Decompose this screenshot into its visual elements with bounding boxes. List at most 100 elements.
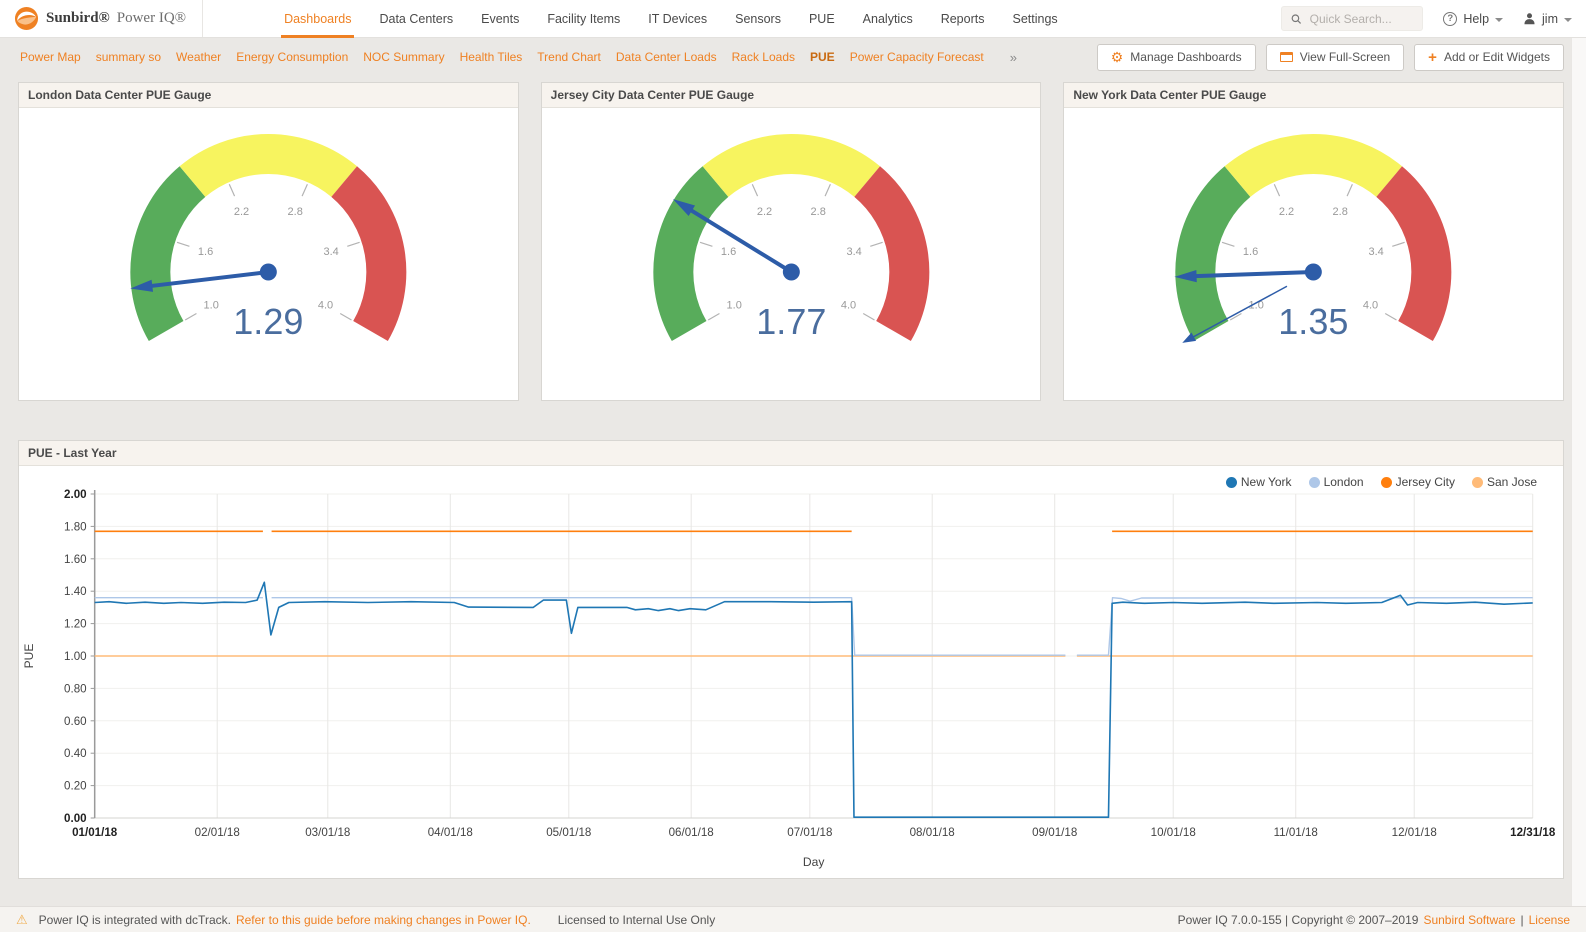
svg-text:0.80: 0.80 — [64, 683, 87, 695]
user-menu[interactable]: jim — [1523, 12, 1572, 26]
svg-text:2.8: 2.8 — [288, 206, 303, 218]
footer-guide-link[interactable]: Refer to this guide before making change… — [235, 912, 531, 927]
svg-text:05/01/18: 05/01/18 — [546, 827, 591, 839]
svg-text:2.00: 2.00 — [64, 489, 87, 501]
nav-item-reports[interactable]: Reports — [940, 11, 985, 26]
svg-text:11/01/18: 11/01/18 — [1274, 827, 1318, 839]
nav-item-sensors[interactable]: Sensors — [735, 11, 781, 26]
dashboard-tab-weather[interactable]: Weather — [176, 50, 222, 64]
footer-left: ⚠ Power IQ is integrated with dcTrack. R… — [16, 912, 715, 928]
gauge-widget-title: Jersey City Data Center PUE Gauge — [541, 83, 1041, 108]
svg-text:1.40: 1.40 — [64, 586, 87, 598]
search-input[interactable] — [1307, 10, 1414, 27]
svg-text:2.8: 2.8 — [1333, 206, 1348, 218]
svg-text:1.0: 1.0 — [726, 300, 741, 312]
dashboard-tab-health-tiles[interactable]: Health Tiles — [459, 50, 523, 64]
nav-item-events[interactable]: Events — [481, 11, 520, 26]
gauge-body: 1.0 1.6 2.2 2.8 3.4 4.0 1.35 — [1064, 108, 1563, 400]
gauge-widgets-row: London Data Center PUE Gauge 1.0 1.6 2.2 2.8… — [18, 82, 1565, 401]
chevron-down-icon — [1495, 17, 1504, 22]
svg-text:3.4: 3.4 — [323, 246, 338, 258]
dashboard-tab-trend-chart[interactable]: Trend Chart — [537, 50, 601, 64]
svg-text:09/01/18: 09/01/18 — [1032, 827, 1077, 839]
dashboard-tab-energy-consumption[interactable]: Energy Consumption — [236, 50, 349, 64]
button-label: View Full-Screen — [1299, 50, 1391, 64]
nav-item-dashboards[interactable]: Dashboards — [281, 0, 355, 38]
svg-text:2.8: 2.8 — [810, 206, 825, 218]
svg-text:01/01/18: 01/01/18 — [72, 827, 118, 839]
nav-item-analytics[interactable]: Analytics — [862, 11, 913, 26]
legend-dot — [1225, 476, 1237, 488]
legend-label: Jersey City — [1395, 475, 1455, 489]
svg-text:12/01/18: 12/01/18 — [1392, 827, 1437, 839]
legend-dot — [1471, 476, 1483, 488]
tabs-overflow-chevron[interactable]: » — [1009, 49, 1017, 65]
svg-text:4.0: 4.0 — [318, 300, 333, 312]
footer-vendor-link[interactable]: Sunbird Software — [1423, 912, 1516, 927]
pue-gauge: 1.0 1.6 2.2 2.8 3.4 4.0 1.29 — [130, 134, 407, 342]
nav-item-data-centers[interactable]: Data Centers — [379, 11, 454, 26]
gauge-value: 1.35 — [1279, 301, 1349, 342]
svg-text:2.2: 2.2 — [1279, 206, 1294, 218]
dashboard-tab-rack-loads[interactable]: Rack Loads — [731, 50, 795, 64]
gauge-widget-title: London Data Center PUE Gauge — [19, 83, 518, 108]
legend-item-london[interactable]: London — [1308, 475, 1364, 489]
add-or-edit-widgets-button[interactable]: + Add or Edit Widgets — [1414, 43, 1564, 71]
gauge-value: 1.29 — [233, 301, 303, 342]
svg-text:0.40: 0.40 — [64, 748, 87, 760]
svg-text:1.20: 1.20 — [64, 619, 87, 631]
pue-last-year-widget: PUE - Last Year New York London Jersey Cit… — [18, 440, 1564, 879]
nav-item-it-devices[interactable]: IT Devices — [648, 11, 708, 26]
dashboard-action-buttons: ⚙ Manage Dashboards View Full-Screen + Add o… — [1096, 43, 1564, 71]
nav-item-facility-items[interactable]: Facility Items — [547, 11, 621, 26]
dashboard-tabs: Power Map summary so Weather Energy Consump… — [20, 50, 984, 64]
footer-license-note: Licensed to Internal Use Only — [557, 912, 716, 927]
vertical-scrollbar[interactable] — [1571, 0, 1586, 906]
brand-product: Power IQ® — [116, 10, 187, 26]
legend-item-san-jose[interactable]: San Jose — [1471, 475, 1537, 489]
svg-text:2.2: 2.2 — [234, 206, 249, 218]
svg-text:1.6: 1.6 — [721, 246, 736, 258]
chart-body: New York London Jersey City San Jose 0.00 0.… — [19, 466, 1563, 878]
legend-item-jersey-city[interactable]: Jersey City — [1380, 475, 1455, 489]
user-label: jim — [1542, 11, 1558, 26]
legend-label: San Jose — [1486, 475, 1537, 489]
dashboard-tab-power-map[interactable]: Power Map — [20, 50, 81, 64]
nav-item-settings[interactable]: Settings — [1012, 11, 1058, 26]
help-menu[interactable]: ? Help — [1443, 11, 1504, 26]
svg-text:Day: Day — [803, 855, 825, 869]
dashboard-tab-data-center-loads[interactable]: Data Center Loads — [615, 50, 717, 64]
chart-legend: New York London Jersey City San Jose — [1225, 475, 1537, 489]
button-label: Manage Dashboards — [1130, 50, 1242, 64]
dashboard-tab-summary-so[interactable]: summary so — [95, 50, 162, 64]
brand-logo: Sunbird® Power IQ® — [14, 0, 204, 37]
svg-text:1.0: 1.0 — [1249, 300, 1264, 312]
legend-dot — [1380, 476, 1392, 488]
warning-icon: ⚠ — [16, 911, 28, 927]
nav-item-pue[interactable]: PUE — [808, 11, 835, 26]
footer-license-link[interactable]: License — [1528, 912, 1570, 927]
footer-bar: ⚠ Power IQ is integrated with dcTrack. R… — [0, 906, 1586, 932]
manage-dashboards-button[interactable]: ⚙ Manage Dashboards — [1096, 43, 1256, 71]
new-york-data-center-pue-gauge-widget: New York Data Center PUE Gauge 1.0 1.6 2.2 2… — [1063, 82, 1565, 401]
dashboard-tab-bar: Power Map summary so Weather Energy Consump… — [0, 38, 1586, 74]
london-data-center-pue-gauge-widget: London Data Center PUE Gauge 1.0 1.6 2.2 2.8… — [18, 82, 519, 401]
dashboard-tab-power-capacity-forecast[interactable]: Power Capacity Forecast — [849, 50, 984, 64]
view-full-screen-button[interactable]: View Full-Screen — [1265, 43, 1405, 71]
gauge-value: 1.77 — [756, 301, 826, 342]
svg-text:PUE: PUE — [22, 644, 36, 669]
svg-text:1.6: 1.6 — [198, 246, 213, 258]
legend-item-new-york[interactable]: New York — [1225, 475, 1292, 489]
svg-text:3.4: 3.4 — [1369, 246, 1384, 258]
help-label: Help — [1463, 11, 1490, 26]
dashboard-tab-noc-summary[interactable]: NOC Summary — [363, 50, 445, 64]
svg-text:0.00: 0.00 — [64, 813, 87, 825]
svg-text:0.20: 0.20 — [64, 781, 87, 793]
pue-gauge: 1.0 1.6 2.2 2.8 3.4 4.0 1.77 — [653, 134, 929, 342]
main-nav: Dashboards Data Centers Events Facility Ite… — [281, 0, 1061, 38]
quick-search[interactable] — [1281, 6, 1424, 31]
svg-text:04/01/18: 04/01/18 — [428, 827, 473, 839]
dashboard-tab-pue[interactable]: PUE — [810, 50, 835, 64]
svg-text:1.0: 1.0 — [204, 300, 219, 312]
svg-text:12/31/18: 12/31/18 — [1510, 827, 1556, 839]
